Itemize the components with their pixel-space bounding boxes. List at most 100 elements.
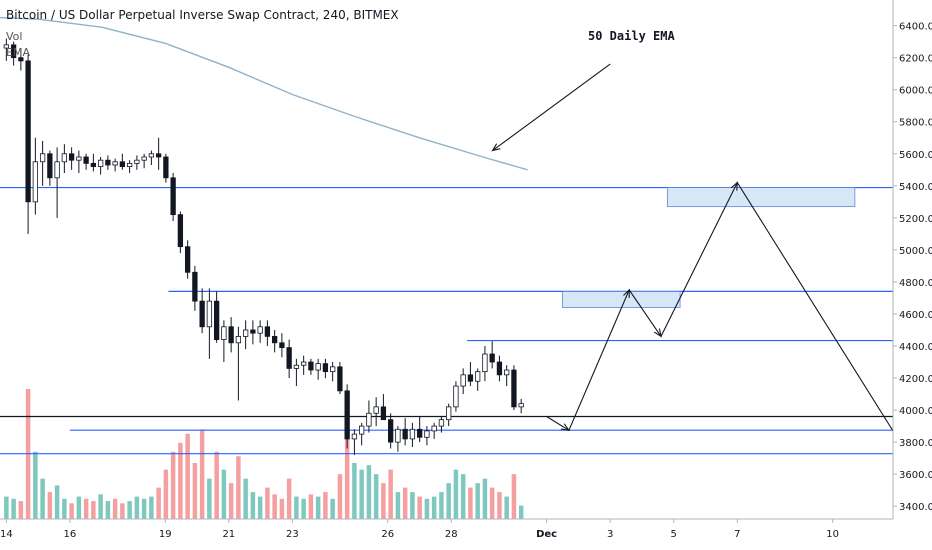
time-tick-label: 10	[826, 529, 839, 540]
candle-body	[18, 57, 24, 62]
candle-body	[475, 371, 481, 382]
projection-line[interactable]	[546, 181, 894, 432]
candle-body	[148, 153, 155, 158]
volume-bar	[489, 487, 495, 519]
time-tick-label: 26	[381, 529, 394, 540]
volume-bar	[453, 469, 459, 519]
volume-bar	[228, 483, 234, 519]
candle-body	[235, 335, 242, 344]
target-zone[interactable]	[666, 187, 856, 208]
target-zones[interactable]	[562, 187, 856, 308]
candle-body	[97, 159, 104, 167]
candle-body	[518, 403, 524, 408]
volume-bar	[47, 492, 53, 519]
annotations: 50 Daily EMA	[492, 29, 675, 152]
volume-bar	[33, 451, 38, 519]
candle-body	[170, 177, 176, 216]
volume-bar	[388, 469, 393, 519]
candle-body	[330, 366, 336, 373]
volume-bar	[308, 494, 314, 519]
candle-body	[359, 425, 365, 435]
candle-body	[301, 361, 307, 366]
candles	[3, 38, 524, 455]
price-tick-label: 5200.0	[899, 214, 932, 225]
candle-body	[438, 419, 445, 427]
time-tick-label: 19	[159, 529, 172, 540]
candle-body	[39, 153, 46, 163]
volume-bar	[265, 487, 270, 519]
volume-bar	[207, 478, 212, 519]
time-tick-label: 16	[64, 529, 77, 540]
volume-bar	[163, 469, 169, 519]
candle-body	[3, 44, 10, 49]
candle-body	[388, 419, 394, 443]
volume-bar	[178, 442, 183, 519]
target-zone[interactable]	[562, 291, 681, 308]
volume-bar	[149, 496, 154, 519]
volume-bar	[294, 496, 299, 519]
volume-bar	[134, 496, 140, 519]
volume-bar	[221, 469, 227, 519]
candle-body	[453, 385, 459, 408]
volume-bar	[323, 492, 328, 519]
volume-bar	[475, 483, 480, 519]
volume-bar	[98, 494, 103, 519]
ema-annotation: 50 Daily EMA	[588, 29, 675, 43]
time-tick-label: 3	[607, 529, 613, 540]
volume-bar	[141, 498, 147, 519]
time-axis[interactable]: 14 16 19 21 23 26 28 Dec 3 5 7 10	[0, 518, 893, 540]
volume-bar	[250, 492, 256, 519]
candle-body	[192, 271, 198, 302]
candle-body	[496, 361, 503, 376]
candle-body	[134, 159, 140, 164]
horizontal-levels[interactable]: 5389.04740.94434.03960.03874.43727.656:4…	[0, 179, 932, 482]
candle-body	[409, 428, 416, 440]
volume-bar	[352, 462, 357, 519]
volume-bar	[337, 474, 343, 519]
candle-body	[68, 153, 75, 161]
candle-body	[126, 162, 133, 167]
candle-body	[61, 153, 68, 163]
time-tick-label: 5	[671, 529, 677, 540]
time-tick-label: 14	[0, 529, 13, 540]
candle-body	[460, 374, 466, 387]
projection-path[interactable]	[491, 143, 894, 432]
volume-bar	[214, 451, 219, 519]
candle-body	[163, 156, 169, 179]
candle-body	[242, 329, 249, 337]
candle-body	[271, 335, 278, 344]
candle-body	[177, 214, 184, 248]
price-tick-label: 6400.0	[899, 22, 932, 33]
volume-bar	[156, 487, 161, 519]
volume-bar	[424, 498, 430, 519]
volume-bar	[236, 456, 241, 519]
price-tick-label: 6000.0	[899, 86, 932, 97]
volume-bar	[395, 492, 401, 519]
volume-bar	[69, 503, 74, 519]
volume-bar	[170, 451, 176, 519]
volume-bar	[381, 483, 386, 519]
candle-body	[511, 369, 517, 408]
candle-body	[446, 406, 452, 421]
price-axis[interactable]: 3400.0 3600.0 3800.0 4000.0 4200.0 4400.0 4600…	[892, 0, 932, 550]
price-tick-label: 4200.0	[899, 374, 932, 385]
price-tick-label: 6200.0	[899, 54, 932, 65]
candle-body	[402, 428, 408, 440]
volume-bar	[54, 485, 60, 519]
candle-body	[213, 300, 220, 340]
candle-body	[482, 353, 488, 373]
price-tick-label: 3400.0	[899, 502, 932, 513]
volume-bar	[482, 478, 488, 519]
candle-body	[467, 374, 474, 382]
candle-body	[366, 412, 372, 427]
price-tick-label: 4400.0	[899, 342, 932, 353]
price-tick-label: 5600.0	[899, 150, 932, 161]
volume-bar	[62, 498, 67, 519]
candle-body	[504, 369, 510, 376]
candle-body	[424, 430, 430, 438]
candle-body	[264, 326, 271, 337]
volume-bar	[127, 501, 132, 519]
volume-bar	[468, 487, 473, 519]
candle-body	[221, 326, 227, 340]
